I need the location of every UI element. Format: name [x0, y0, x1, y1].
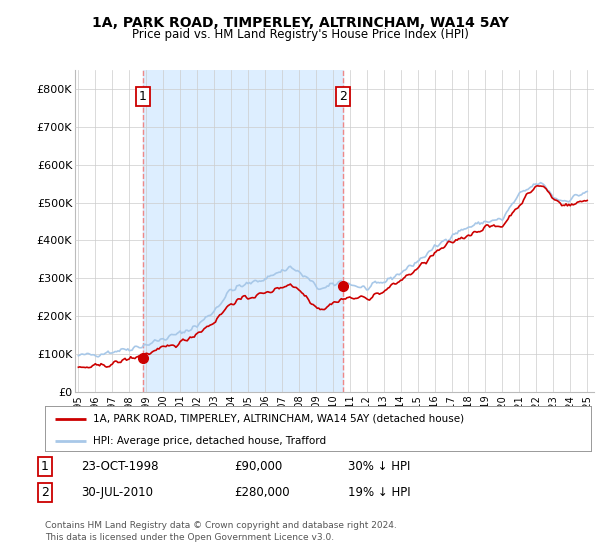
Text: This data is licensed under the Open Government Licence v3.0.: This data is licensed under the Open Gov… [45, 533, 334, 542]
Text: 1A, PARK ROAD, TIMPERLEY, ALTRINCHAM, WA14 5AY: 1A, PARK ROAD, TIMPERLEY, ALTRINCHAM, WA… [91, 16, 509, 30]
Text: Price paid vs. HM Land Registry's House Price Index (HPI): Price paid vs. HM Land Registry's House … [131, 28, 469, 41]
Text: 1A, PARK ROAD, TIMPERLEY, ALTRINCHAM, WA14 5AY (detached house): 1A, PARK ROAD, TIMPERLEY, ALTRINCHAM, WA… [93, 413, 464, 423]
Text: 2: 2 [339, 90, 347, 103]
Text: 2: 2 [41, 486, 49, 500]
Text: 1: 1 [41, 460, 49, 473]
Bar [143, 70, 343, 392]
Text: 19% ↓ HPI: 19% ↓ HPI [348, 486, 410, 500]
Text: £90,000: £90,000 [234, 460, 282, 473]
Text: Contains HM Land Registry data © Crown copyright and database right 2024.: Contains HM Land Registry data © Crown c… [45, 521, 397, 530]
Text: 30% ↓ HPI: 30% ↓ HPI [348, 460, 410, 473]
Text: 23-OCT-1998: 23-OCT-1998 [81, 460, 158, 473]
Text: £280,000: £280,000 [234, 486, 290, 500]
Text: HPI: Average price, detached house, Trafford: HPI: Average price, detached house, Traf… [93, 436, 326, 446]
Text: 1: 1 [139, 90, 147, 103]
Text: 30-JUL-2010: 30-JUL-2010 [81, 486, 153, 500]
